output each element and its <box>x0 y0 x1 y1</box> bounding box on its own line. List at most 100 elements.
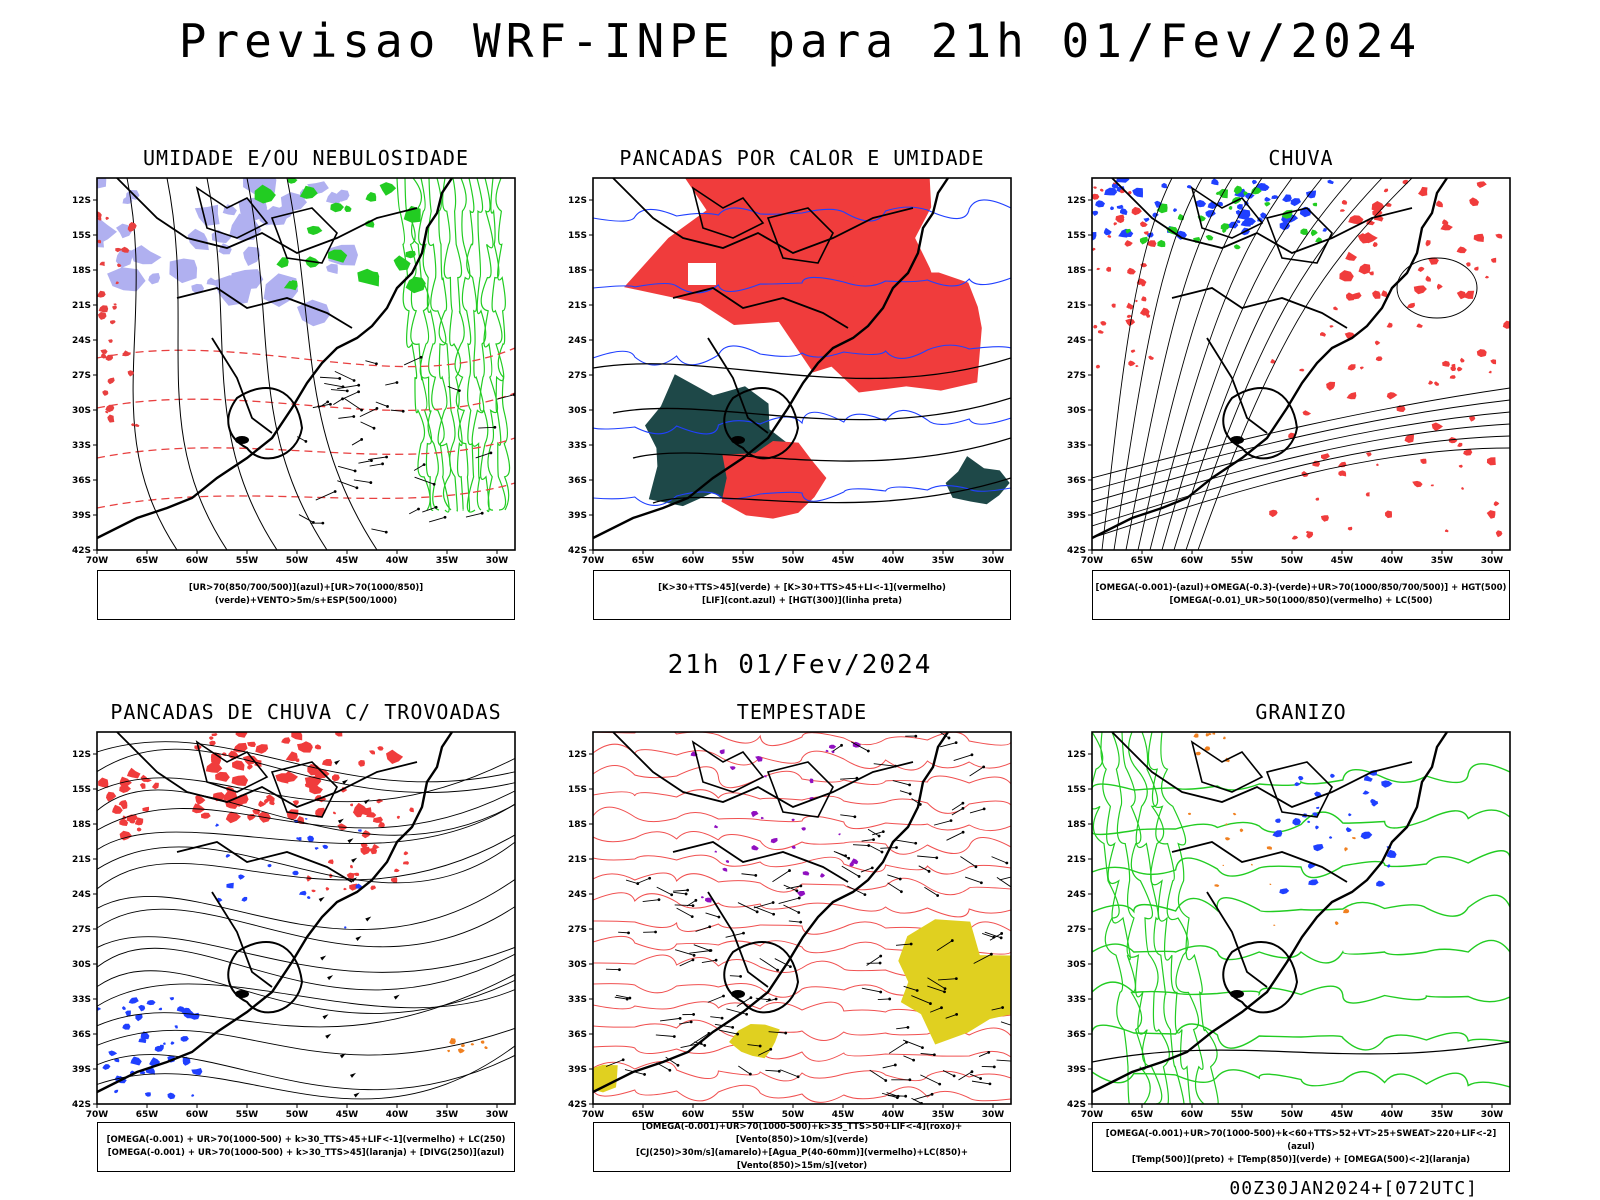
legend-humidity: [UR>70(850/700/500)](azul)+[UR>70(1000/8… <box>97 570 515 620</box>
lc250-streamline <box>97 757 515 803</box>
wind850-vector <box>672 889 688 892</box>
thunderstorm-area <box>403 851 409 856</box>
storm-area <box>701 896 705 899</box>
lon-tick-label: 45W <box>336 556 359 566</box>
lat-tick-label: 27S <box>1067 925 1086 935</box>
wind-vector <box>365 360 377 365</box>
storm-area <box>838 833 841 836</box>
label-red <box>115 247 123 253</box>
omega-green <box>1156 203 1168 214</box>
wind850-vector <box>917 855 937 859</box>
lat-tick-label: 27S <box>568 371 587 381</box>
wind-vector-head <box>360 438 364 441</box>
lat-tick-label: 42S <box>72 546 91 556</box>
thunderstorm-area <box>346 872 354 879</box>
humidity-contour <box>490 178 507 511</box>
thunderstorm-area <box>205 762 223 773</box>
wind850-vector <box>758 1048 771 1056</box>
thunderstorm-area <box>325 887 330 891</box>
omega-blue <box>1132 187 1143 198</box>
hail-area <box>1275 818 1281 823</box>
thunderstorm-area <box>358 760 365 767</box>
lc250-streamline <box>97 947 515 991</box>
wind850-vector <box>853 844 869 847</box>
streamline-arrow <box>318 896 325 902</box>
wind850-vector-head <box>877 834 881 838</box>
streamline-arrow <box>325 1033 332 1039</box>
divergence-area <box>344 926 347 929</box>
streamline-arrow <box>363 799 370 805</box>
rain-red <box>1486 457 1496 466</box>
thunderstorm-area <box>136 827 142 832</box>
coastline <box>593 732 949 1094</box>
wind850-vector-head <box>947 736 951 740</box>
wind850-vector <box>895 943 912 946</box>
hail-area <box>1345 827 1352 833</box>
divergence-area <box>226 882 234 889</box>
storm-area <box>791 845 796 849</box>
lon-tick-label: 40W <box>386 556 409 566</box>
thunderstorm-area <box>211 733 218 737</box>
divergence-area <box>238 874 245 880</box>
wind850-vector <box>892 780 910 786</box>
wind850-vector-head <box>906 1025 910 1029</box>
omega-blue <box>1260 184 1270 190</box>
legend-rain: [OMEGA(-0.001)-(azul)+OMEGA(-0.3)-(verde… <box>1092 570 1510 620</box>
rain-red <box>1124 240 1133 247</box>
thunderstorm-area <box>281 737 291 744</box>
lon-tick-label: 55W <box>236 1110 259 1120</box>
lifted-index-contour <box>593 276 1011 294</box>
wind850-vector <box>707 995 724 1003</box>
label-red <box>128 222 137 230</box>
thunderstorm-area <box>370 885 377 891</box>
wind850-vector <box>1000 1021 1011 1026</box>
rain-red <box>1093 324 1098 329</box>
political-border <box>1206 337 1268 434</box>
thunderstorm-area <box>332 811 337 815</box>
divergence-area <box>191 1068 203 1076</box>
temp850-contour <box>1092 1023 1510 1051</box>
divergence-area <box>122 1023 131 1030</box>
wind-vector-head <box>401 409 405 413</box>
hail-area <box>1272 830 1283 838</box>
wind850-vector-head <box>970 753 974 757</box>
humidity-mid-level <box>194 204 220 226</box>
hgt500-streamline <box>1092 387 1510 479</box>
hail-area <box>1279 888 1290 895</box>
lon-tick-label: 70W <box>86 1110 109 1120</box>
wind850-vector-head <box>692 953 696 957</box>
rain-red <box>1148 355 1154 360</box>
label-red <box>134 423 140 427</box>
rain-red <box>1140 221 1148 228</box>
lat-tick-label: 33S <box>568 441 587 451</box>
rain-red <box>1442 219 1449 226</box>
humidity-low-level <box>299 185 318 199</box>
wind-vector-head <box>457 389 461 393</box>
label-red <box>108 339 113 343</box>
wind850-vector-head <box>776 968 780 972</box>
divergence-area <box>322 844 329 849</box>
lat-tick-label: 18S <box>568 266 587 276</box>
divergence-area <box>114 1058 120 1063</box>
hgt300-contour <box>593 357 1011 380</box>
label-red <box>98 305 109 313</box>
rain-red <box>1320 515 1329 522</box>
wind850-vector-head <box>678 1016 682 1020</box>
rain-red <box>1469 197 1479 207</box>
lon-tick-label: 35W <box>932 1110 955 1120</box>
label-red <box>102 390 109 396</box>
wind850-vector-head <box>720 1016 724 1020</box>
lat-tick-label: 36S <box>72 476 91 486</box>
thunderstorm-area <box>284 771 298 783</box>
divergence-area <box>97 1007 102 1011</box>
rain-red <box>1456 246 1467 254</box>
lat-tick-label: 21S <box>1067 855 1086 865</box>
omega-blue <box>1251 179 1258 185</box>
divergence-area <box>306 896 311 899</box>
thunderstorm-area <box>266 794 275 802</box>
thunderstorm-area <box>386 749 404 764</box>
omega-blue <box>1235 220 1241 224</box>
wind850-vector <box>832 744 842 752</box>
wind850-vector-head <box>745 1012 749 1016</box>
